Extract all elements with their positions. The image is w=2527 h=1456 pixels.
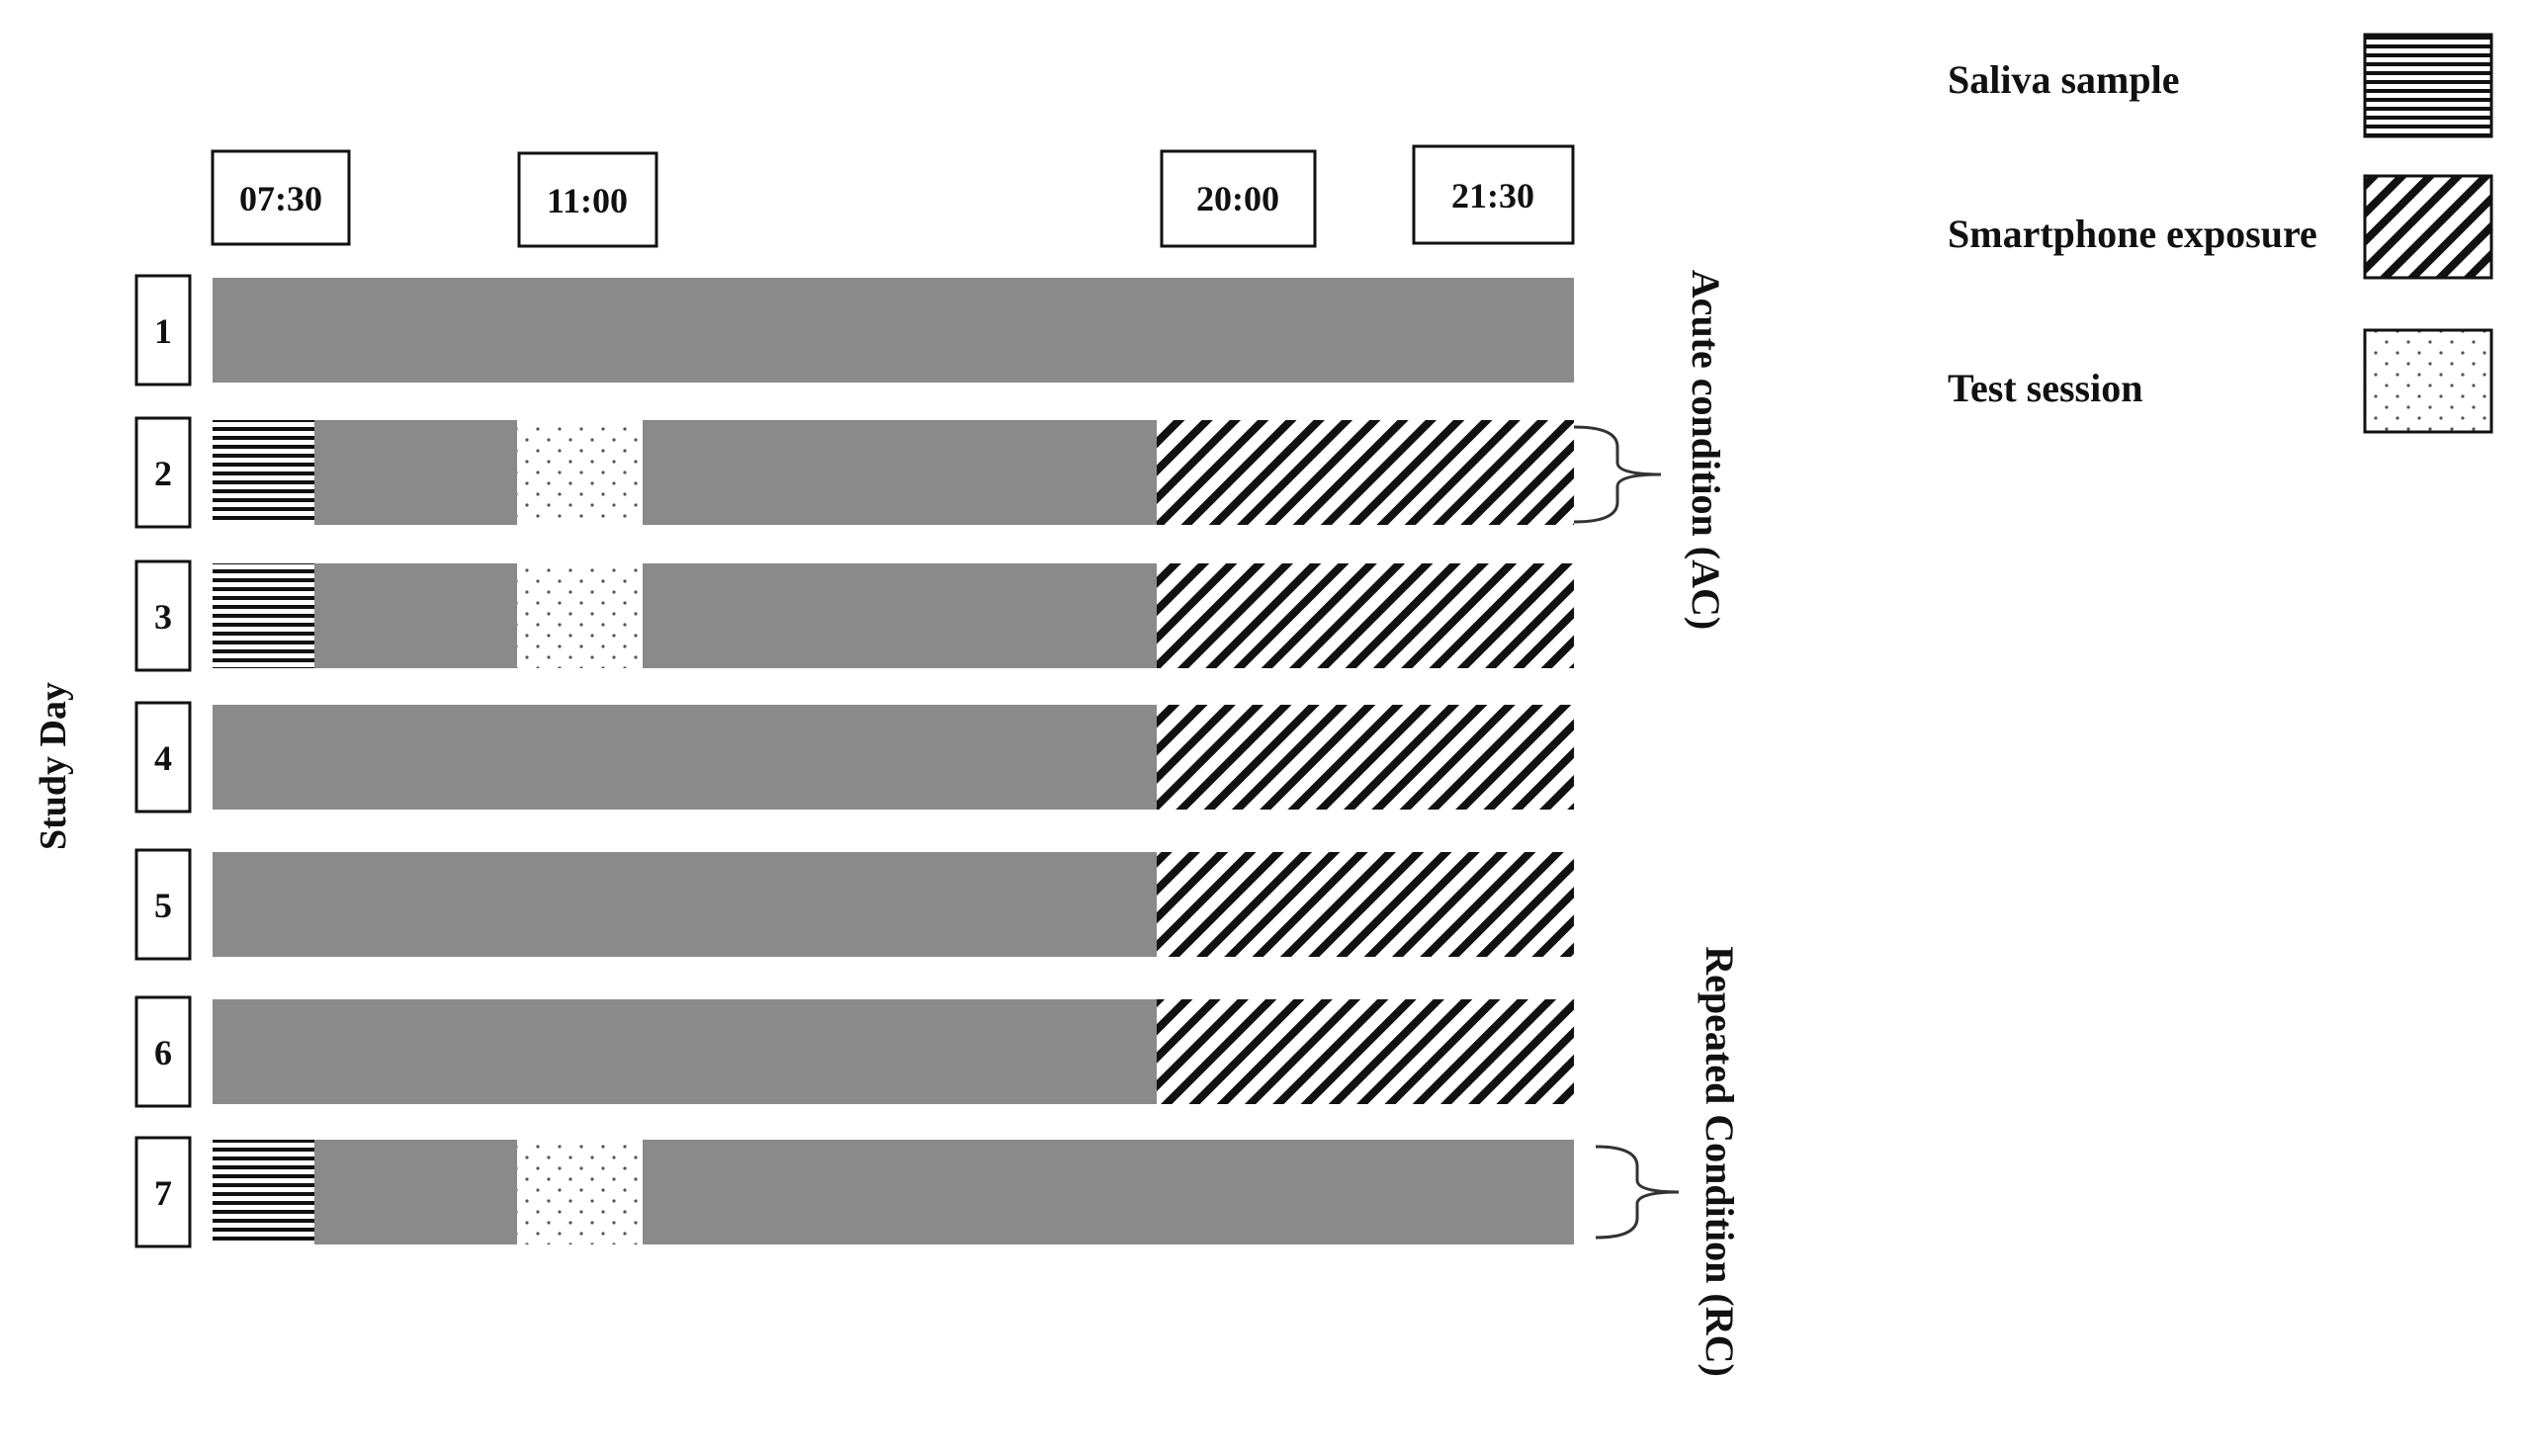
y-axis-label: Study Day [33,682,74,850]
day-number-box [134,559,192,672]
legend-swatch-horizontal-lines [2363,33,2493,138]
day-row-5: 5 [134,848,1574,961]
test-session-segment [517,563,643,668]
day-number-label: 6 [154,1033,172,1072]
day-bar [213,278,1574,383]
day-row-4: 4 [134,701,1574,814]
time-label-20-00: 20:00 [1160,149,1317,248]
test-session-segment [517,420,643,525]
legend-item-saliva-sample: Saliva sample [1948,33,2493,138]
day-number-label: 7 [154,1173,172,1213]
day-rows: 1 2 3 4 5 6 7 [134,274,1574,1248]
day-row-1: 1 [134,274,1574,386]
day-number-box [134,274,192,386]
time-label-text: 21:30 [1451,176,1534,215]
legend-label: Smartphone exposure [1948,212,2317,256]
legend: Saliva sample Smartphone exposure Test s… [1948,33,2493,434]
time-label-text: 07:30 [239,179,322,218]
legend-item-smartphone-exposure: Smartphone exposure [1948,174,2493,280]
day-row-6: 6 [134,995,1574,1108]
legend-item-test-session: Test session [1948,328,2493,434]
smartphone-exposure-segment [1157,852,1574,957]
day-number-box [134,848,192,961]
acute-condition-brace [1573,425,1662,524]
day-row-2: 2 [134,416,1574,529]
day-number-box [134,995,192,1108]
legend-swatch-diagonal-hatch [2363,174,2493,280]
smartphone-exposure-segment [1157,705,1574,810]
repeated-condition-brace [1595,1145,1680,1240]
time-label-text: 11:00 [547,181,628,220]
acute-condition-label: Acute condition (AC) [1684,270,1728,630]
smartphone-exposure-segment [1157,563,1574,668]
time-label-21-30: 21:30 [1412,144,1575,245]
day-row-7: 7 [134,1136,1574,1248]
smartphone-exposure-segment [1157,999,1574,1104]
day-number-label: 5 [154,886,172,925]
time-label-text: 20:00 [1196,179,1279,218]
day-number-box [134,416,192,529]
time-label-11-00: 11:00 [517,151,658,248]
saliva-sample-segment [213,563,314,668]
day-bar [213,1140,1574,1244]
day-number-box [134,1136,192,1248]
legend-label: Saliva sample [1948,57,2179,102]
day-number-label: 4 [154,738,172,778]
day-number-box [134,701,192,814]
smartphone-exposure-segment [1157,420,1574,525]
day-number-label: 3 [154,597,172,637]
day-number-label: 1 [154,311,172,351]
day-row-3: 3 [134,559,1574,672]
legend-swatch-dots [2363,328,2493,434]
test-session-segment [517,1140,643,1244]
repeated-condition-label: Repeated Condition (RC) [1698,946,1742,1377]
saliva-sample-segment [213,1140,314,1244]
time-label-07-30: 07:30 [211,149,351,246]
saliva-sample-segment [213,420,314,525]
day-number-label: 2 [154,454,172,493]
legend-label: Test session [1948,366,2142,410]
